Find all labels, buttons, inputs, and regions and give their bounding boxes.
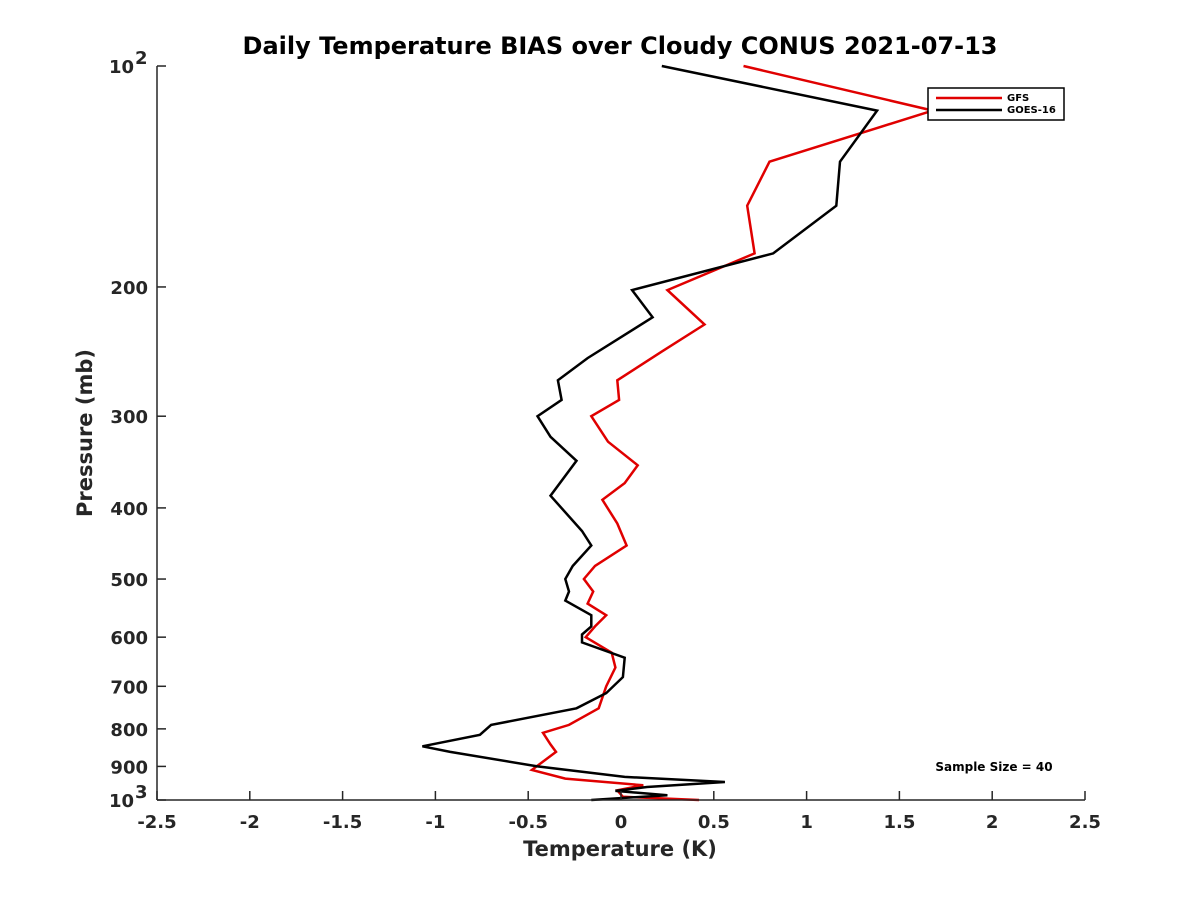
x-tick-label: -0.5 <box>509 812 548 833</box>
sample-size-annotation: Sample Size = 40 <box>935 760 1052 774</box>
series-line-goes16 <box>422 64 880 802</box>
x-tick-label: 0 <box>615 812 628 833</box>
x-tick-label: 2 <box>986 812 999 833</box>
y-tick-label: 700 <box>110 677 148 698</box>
chart-title: Daily Temperature BIAS over Cloudy CONUS… <box>243 32 998 60</box>
x-tick-label: -1.5 <box>323 812 362 833</box>
x-tick-label: 2.5 <box>1069 812 1101 833</box>
plot-axes: -2.5 -2 -1.5 -1 -0.5 0 0.5 1 1.5 2 2.510 2200300400… <box>109 48 1101 833</box>
x-tick-label: -2.5 <box>137 812 176 833</box>
y-tick-label: 10 <box>109 57 134 78</box>
series-line-gfs <box>529 64 938 802</box>
y-tick-label: 300 <box>110 407 148 428</box>
legend-label-gfs: GFS <box>1007 93 1029 104</box>
y-tick-label: 200 <box>110 278 148 299</box>
x-axis-label: Temperature (K) <box>523 837 717 861</box>
y-tick-label: 10 <box>109 791 134 812</box>
y-tick-exponent: 3 <box>135 782 148 803</box>
legend: GFS GOES-16 <box>927 87 1065 121</box>
x-tick-label: 1.5 <box>883 812 915 833</box>
plot-lines <box>422 64 938 802</box>
x-tick-label: 1 <box>800 812 813 833</box>
y-tick-label: 400 <box>110 499 148 520</box>
y-tick-exponent: 2 <box>135 48 148 69</box>
y-axis-label: Pressure (mb) <box>73 349 97 517</box>
y-tick-label: 800 <box>110 720 148 741</box>
legend-label-goes16: GOES-16 <box>1007 105 1056 116</box>
x-tick-label: -1 <box>425 812 445 833</box>
x-tick-label: 0.5 <box>698 812 730 833</box>
y-tick-label: 500 <box>110 570 148 591</box>
y-tick-label: 900 <box>110 757 148 778</box>
legend-box <box>927 87 1065 121</box>
y-tick-label: 600 <box>110 628 148 649</box>
x-tick-label: -2 <box>240 812 260 833</box>
